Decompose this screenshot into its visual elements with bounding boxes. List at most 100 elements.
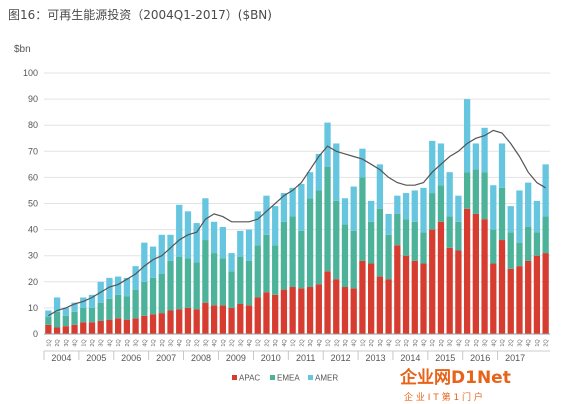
bar-emea [376, 208, 384, 277]
x-year-label: 2005 [86, 353, 106, 363]
y-tick-label: 10 [28, 303, 38, 313]
bar-emea [210, 253, 218, 306]
bar-emea [245, 260, 253, 306]
bar-emea [498, 187, 506, 241]
x-quarter-label: 4Q [107, 339, 113, 347]
watermark-subtext: 企 业 I T 第 1 门 户 [404, 391, 483, 403]
x-quarter-label: 4Q [352, 339, 358, 347]
bar-emea [193, 262, 200, 310]
bar-apac [80, 322, 87, 334]
bar-amer [53, 297, 61, 312]
bar-emea [481, 172, 488, 220]
bar-emea [71, 311, 78, 325]
x-quarter-label: 4Q [422, 339, 428, 347]
x-quarter-label: 4Q [142, 339, 148, 347]
bar-amer [324, 122, 331, 167]
bar-apac [62, 326, 69, 334]
bar-emea [88, 307, 96, 323]
x-quarter-label: 1Q [465, 339, 471, 347]
bar-amer [245, 229, 253, 261]
x-year-label: 2010 [261, 353, 281, 363]
bar-emea [149, 277, 157, 315]
x-quarter-label: 3Q [413, 339, 419, 347]
y-axis-ticks: 0 10 20 30 40 50 60 70 80 90 100 [23, 68, 38, 339]
bar-apac [420, 263, 427, 334]
bar-emea [123, 296, 131, 320]
bar-emea [315, 190, 322, 285]
bar-emea [402, 219, 410, 256]
bar-apac [498, 240, 506, 334]
bar-emea [158, 273, 165, 314]
bar-amer [237, 230, 244, 258]
x-year-label: 2015 [435, 353, 455, 363]
x-year-label: 2011 [296, 353, 315, 363]
x-quarter-label: 4Q [177, 339, 183, 347]
bar-amer [394, 195, 401, 214]
bars [45, 99, 549, 334]
bar-amer [71, 302, 78, 312]
bar-emea [437, 185, 445, 222]
bar-emea [472, 169, 479, 214]
bar-amer [402, 193, 410, 220]
x-quarter-label: 1Q [186, 339, 192, 347]
bar-apac [516, 266, 523, 334]
bar-amer [306, 172, 314, 199]
bar-emea [411, 221, 418, 261]
x-quarter-label: 4Q [212, 339, 218, 347]
bar-apac [472, 213, 479, 334]
bar-emea [237, 257, 244, 304]
bar-emea [289, 216, 296, 288]
bar-apac [376, 276, 384, 334]
bar-amer [45, 310, 52, 318]
x-quarter-label: 1Q [291, 339, 297, 347]
x-quarter-label: 4Q [387, 339, 393, 347]
x-quarter-label: 2Q [195, 339, 201, 347]
x-quarter-label: 3Q [518, 339, 524, 347]
bar-apac [429, 229, 436, 334]
bar-emea [263, 234, 270, 293]
bar-emea [420, 232, 427, 264]
bar-amer [498, 143, 506, 188]
bar-emea [219, 258, 226, 306]
bar-emea [455, 221, 462, 251]
bar-apac [385, 279, 392, 334]
bar-amer [219, 226, 226, 259]
bar-emea [341, 224, 349, 288]
bar-emea [350, 230, 357, 289]
bar-apac [411, 260, 418, 334]
bar-apac [245, 305, 253, 334]
x-year-label: 2016 [470, 353, 490, 363]
bar-emea [62, 315, 69, 327]
bar-amer [315, 153, 322, 191]
bar-amer [359, 148, 366, 178]
bar-apac [533, 255, 541, 334]
x-quarter-label: 2Q [509, 339, 515, 347]
bar-apac [298, 288, 305, 334]
y-tick-label: 60 [28, 172, 38, 182]
bar-apac [446, 247, 453, 334]
bar-amer [158, 234, 165, 274]
x-quarter-label: 2Q [439, 339, 445, 347]
x-quarter-label: 3Q [343, 339, 349, 347]
bar-emea [516, 242, 523, 267]
bar-apac [341, 287, 349, 334]
x-year-label: 2009 [226, 353, 246, 363]
bar-emea [490, 229, 497, 264]
bar-apac [507, 268, 514, 334]
bar-amer [193, 223, 200, 263]
bar-amer [429, 140, 436, 194]
bar-apac [542, 253, 549, 334]
trend-line [48, 129, 546, 317]
bar-emea [115, 294, 122, 319]
x-quarter-label: 1Q [360, 339, 366, 347]
y-tick-label: 50 [28, 199, 38, 209]
y-tick-label: 70 [28, 146, 38, 156]
legend: APAC EMEA AMER [232, 374, 338, 383]
bar-amer [272, 206, 279, 246]
bar-apac [123, 319, 131, 334]
bar-apac [88, 322, 96, 334]
x-quarter-label: 4Q [282, 339, 288, 347]
x-quarter-label: 1Q [46, 339, 52, 347]
bar-emea [359, 177, 366, 261]
bar-emea [167, 260, 174, 311]
